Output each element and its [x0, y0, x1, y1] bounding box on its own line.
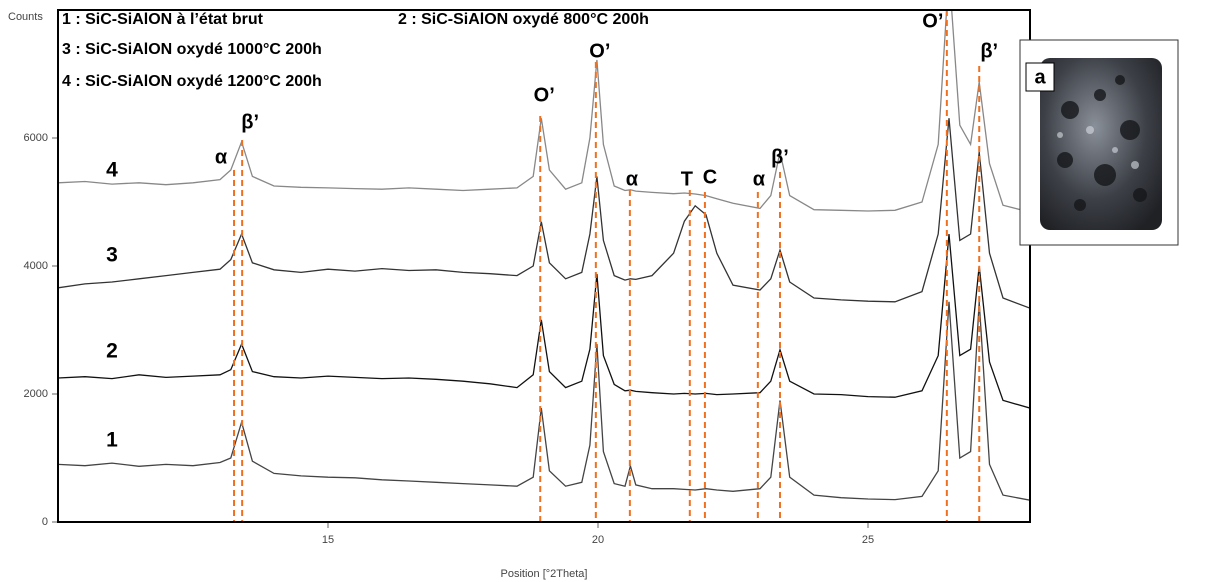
legend-entry: 4 : SiC-SiAlON oxydé 1200°C 200h	[62, 73, 322, 90]
series-line	[58, 301, 1030, 501]
inset-photo: a	[1019, 39, 1179, 246]
y-axis-label: Counts	[8, 11, 43, 23]
x-axis-label: Position [°2Theta]	[501, 568, 588, 580]
inset-label: a	[1034, 66, 1046, 88]
curve-label: 2	[106, 340, 118, 363]
plot-frame	[57, 9, 1031, 523]
curve-label: 4	[106, 159, 118, 182]
phase-label: β’	[241, 111, 259, 133]
phase-label: β’	[980, 40, 998, 62]
y-tick-label: 6000	[24, 132, 48, 144]
phase-label: α	[753, 168, 766, 190]
series-line	[58, 118, 1030, 309]
inset-pores	[1057, 75, 1147, 211]
legend-entry: 3 : SiC-SiAlON oxydé 1000°C 200h	[62, 41, 322, 58]
phase-label: β’	[771, 146, 789, 168]
x-tick-label: 15	[322, 534, 334, 546]
x-tick-label: 20	[592, 534, 604, 546]
phase-label: C	[703, 166, 717, 188]
phase-label: O’	[922, 10, 943, 32]
y-tick-label: 2000	[24, 388, 48, 400]
phase-label: α	[215, 146, 228, 168]
phase-label: O’	[534, 84, 555, 106]
inset-sample	[1040, 58, 1162, 230]
y-tick-label: 0	[42, 516, 48, 528]
curve-label: 3	[106, 244, 118, 267]
phase-label: O’	[589, 40, 610, 62]
inset-highlights	[1057, 126, 1139, 169]
legend-entry: 2 : SiC-SiAlON oxydé 800°C 200h	[398, 11, 649, 28]
inset-label-box	[1025, 62, 1055, 92]
phase-label: α	[626, 168, 639, 190]
phase-label: T	[681, 168, 693, 190]
x-tick-label: 25	[862, 534, 874, 546]
curve-label: 1	[106, 429, 118, 452]
legend-entry: 1 : SiC-SiAlON à l’état brut	[62, 11, 264, 28]
plot-area	[58, 10, 1030, 501]
y-tick-label: 4000	[24, 260, 48, 272]
series-line	[58, 233, 1030, 409]
series-line	[58, 10, 1030, 213]
